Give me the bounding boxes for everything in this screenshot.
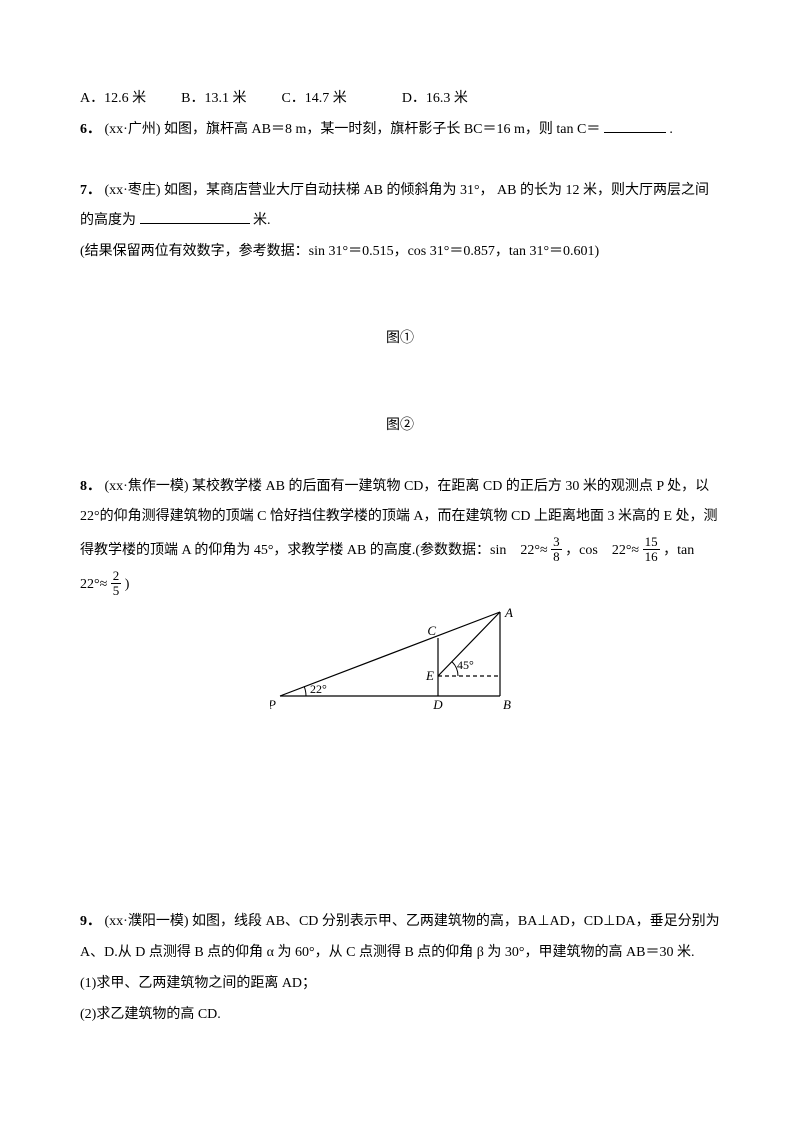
q8-num: 8． xyxy=(80,479,101,494)
q9-src: (xx·濮阳一模) xyxy=(105,914,189,929)
q9-line1: 如图，线段 AB、CD 分别表示甲、乙两建筑物的高，BA⊥AD，CD⊥DA，垂足… xyxy=(192,914,720,929)
q7-num: 7． xyxy=(80,183,101,198)
q9-l2: A、D.从 D 点测得 B 点的仰角 α 为 60°，从 C 点测得 B 点的仰… xyxy=(80,938,720,969)
q8-frac2: 15 16 xyxy=(643,535,660,565)
svg-text:D: D xyxy=(432,697,443,712)
q8-l4: 22°≈ 2 5 ) xyxy=(80,570,720,601)
q7-src: (xx·枣庄) xyxy=(105,183,161,198)
q6-num: 6． xyxy=(80,122,101,137)
q7-text2b: 米. xyxy=(253,213,271,228)
q8-line1: 某校教学楼 AB 的后面有一建筑物 CD，在距离 CD 的正后方 30 米的观测… xyxy=(192,479,709,494)
q8-frac1: 3 8 xyxy=(551,535,562,565)
q8-diagram: P D B A C E 22° 45° xyxy=(80,606,720,729)
q5-opt-a: A．12.6 米 xyxy=(80,91,146,106)
svg-text:E: E xyxy=(425,668,434,683)
q7-l1: 7． (xx·枣庄) 如图，某商店营业大厅自动扶梯 AB 的倾斜角为 31°， … xyxy=(80,176,720,207)
q8-line3b: ，cos 22°≈ xyxy=(565,543,639,558)
q7-text2a: 的高度为 xyxy=(80,213,136,228)
q8-line4b: ) xyxy=(125,577,130,592)
q7-blank xyxy=(140,223,250,224)
q9-sub2: (2)求乙建筑物的高 CD. xyxy=(80,1000,720,1031)
svg-text:C: C xyxy=(427,623,436,638)
q8-line3c: ，tan xyxy=(663,543,694,558)
q5-options: A．12.6 米 B．13.1 米 C．14.7 米 D．16.3 米 xyxy=(80,84,720,115)
triangle-diagram: P D B A C E 22° 45° xyxy=(270,606,530,716)
svg-text:A: A xyxy=(504,606,513,620)
svg-text:45°: 45° xyxy=(457,658,474,672)
q6-tail: . xyxy=(669,122,673,137)
q9-l1: 9． (xx·濮阳一模) 如图，线段 AB、CD 分别表示甲、乙两建筑物的高，B… xyxy=(80,907,720,938)
q5-opt-d: D．16.3 米 xyxy=(402,91,468,106)
q8-line3a: 得教学楼的顶端 A 的仰角为 45°，求教学楼 AB 的高度.(参数数据：sin… xyxy=(80,543,548,558)
q7-text1: 如图，某商店营业大厅自动扶梯 AB 的倾斜角为 31°， AB 的长为 12 米… xyxy=(164,183,709,198)
q6-src: (xx·广州) xyxy=(105,122,161,137)
q9-sub1: (1)求甲、乙两建筑物之间的距离 AD； xyxy=(80,969,720,1000)
q7-note: (结果保留两位有效数字，参考数据：sin 31°＝0.515，cos 31°＝0… xyxy=(80,237,720,268)
q8-line4a: 22°≈ xyxy=(80,577,107,592)
q8-src: (xx·焦作一模) xyxy=(105,479,189,494)
svg-text:P: P xyxy=(270,697,276,712)
q8-l3: 得教学楼的顶端 A 的仰角为 45°，求教学楼 AB 的高度.(参数数据：sin… xyxy=(80,533,720,569)
q6-blank xyxy=(604,132,666,133)
q8-frac3: 2 5 xyxy=(111,569,122,599)
q7-fig2: 图② xyxy=(80,411,720,442)
svg-text:22°: 22° xyxy=(310,682,327,696)
q5-opt-b: B．13.1 米 xyxy=(181,91,246,106)
q6-text: 如图，旗杆高 AB＝8 m，某一时刻，旗杆影子长 BC＝16 m，则 tan C… xyxy=(164,122,600,137)
q7-l2: 的高度为 米. xyxy=(80,206,720,237)
q9-num: 9． xyxy=(80,914,101,929)
q6: 6． (xx·广州) 如图，旗杆高 AB＝8 m，某一时刻，旗杆影子长 BC＝1… xyxy=(80,115,720,146)
q8-l2: 22°的仰角测得建筑物的顶端 C 恰好挡住教学楼的顶端 A，而在建筑物 CD 上… xyxy=(80,502,720,533)
q5-opt-c: C．14.7 米 xyxy=(281,91,346,106)
q8-l1: 8． (xx·焦作一模) 某校教学楼 AB 的后面有一建筑物 CD，在距离 CD… xyxy=(80,472,720,503)
svg-text:B: B xyxy=(503,697,511,712)
q7-fig1: 图① xyxy=(80,324,720,355)
